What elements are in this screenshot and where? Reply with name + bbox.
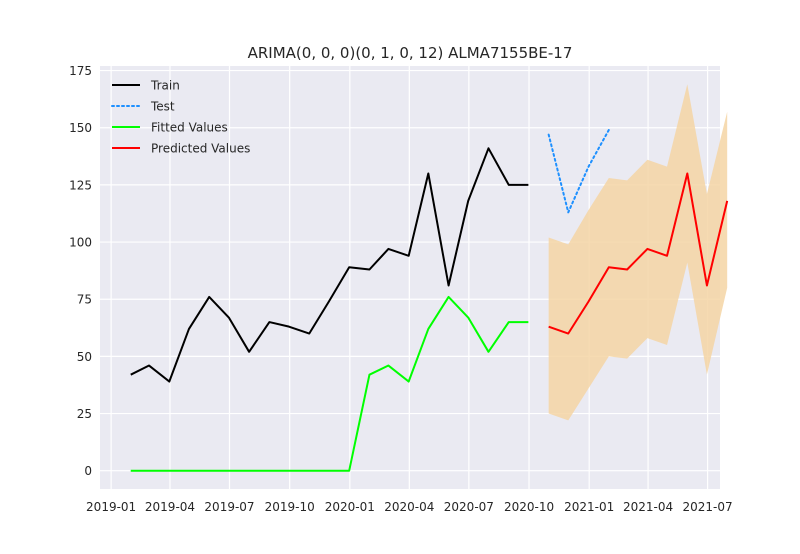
x-tick-label: 2019-04: [145, 500, 195, 514]
legend-label: Fitted Values: [151, 121, 228, 135]
x-tick-label: 2019-01: [86, 500, 136, 514]
series-layer: [130, 129, 729, 472]
legend-label: Predicted Values: [151, 142, 250, 156]
x-tick-label: 2021-01: [564, 500, 614, 514]
x-tick-label: 2019-07: [204, 500, 254, 514]
x-tick-label: 2021-07: [683, 500, 733, 514]
y-tick-label: 75: [77, 293, 92, 307]
series-line-fitted-values: [130, 295, 529, 472]
legend-label: Test: [150, 100, 175, 114]
x-axis-ticks: 2019-01 2019-04 2019-07 2019-10 2020-01 2020-…: [86, 500, 733, 514]
legend: Train Test Fitted Values Predicted Values: [111, 79, 250, 156]
confidence-band: [548, 84, 728, 421]
y-tick-label: 50: [77, 350, 92, 364]
x-tick-label: 2020-04: [384, 500, 434, 514]
y-tick-label: 150: [69, 121, 92, 135]
legend-label: Train: [150, 79, 180, 93]
series-line-predicted-values: [548, 172, 729, 335]
x-tick-label: 2021-04: [623, 500, 673, 514]
grid: [100, 66, 720, 489]
confidence-band-layer: [548, 84, 728, 421]
x-tick-label: 2020-01: [325, 500, 375, 514]
x-tick-label: 2020-10: [504, 500, 554, 514]
chart-title: ARIMA(0, 0, 0)(0, 1, 0, 12) ALMA7155BE-1…: [248, 44, 573, 62]
y-tick-label: 175: [69, 64, 92, 78]
y-tick-label: 0: [84, 464, 92, 478]
y-tick-label: 25: [77, 407, 92, 421]
x-tick-label: 2019-10: [265, 500, 315, 514]
x-tick-label: 2020-07: [444, 500, 494, 514]
y-tick-label: 125: [69, 178, 92, 192]
series-line-test: [547, 129, 610, 214]
y-axis-ticks: 0 25 50 75 100 125 150 175: [69, 64, 92, 478]
series-line-train: [130, 147, 529, 383]
y-tick-label: 100: [69, 236, 92, 250]
